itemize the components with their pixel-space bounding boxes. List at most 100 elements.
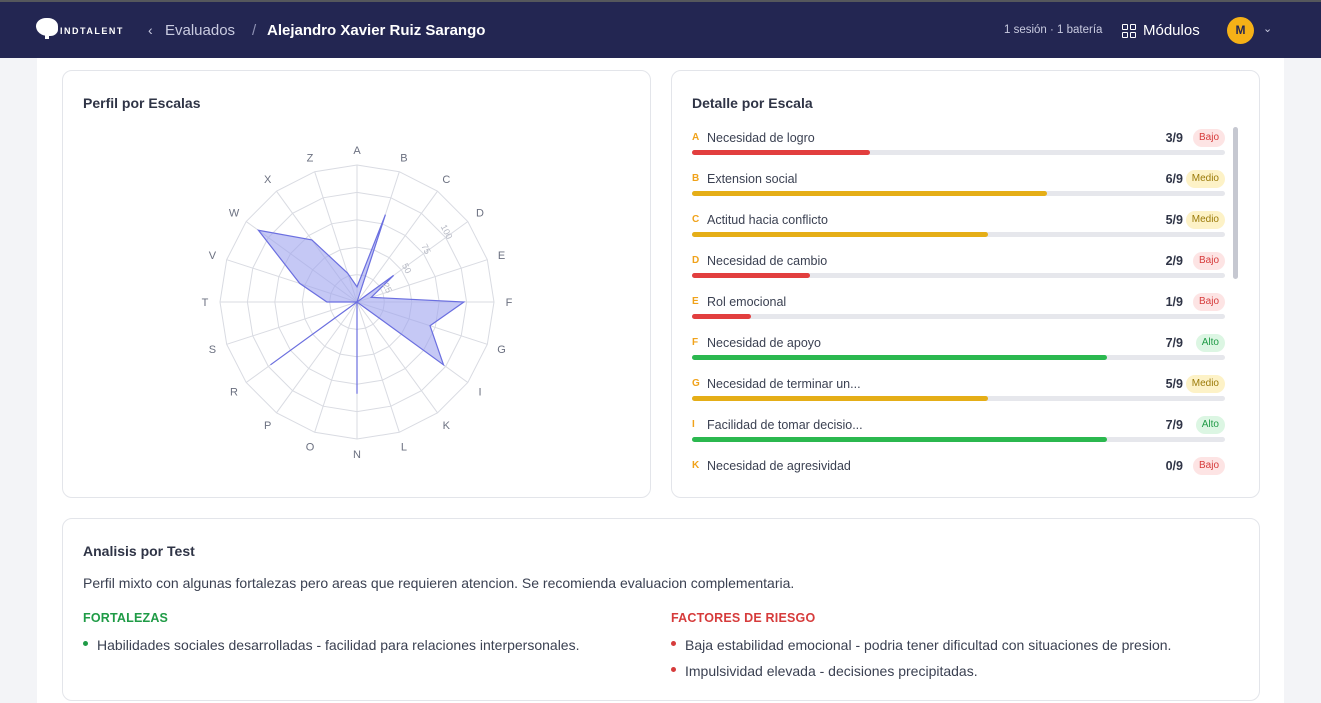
scale-progress-fill	[692, 150, 870, 155]
radar-ring-label-75: 75	[419, 242, 432, 255]
radar-spoke-c	[356, 190, 438, 303]
scale-detail-card: Detalle por Escala A Necesidad de logro 3/…	[671, 70, 1260, 498]
radar-axis-label-k: K	[443, 420, 451, 432]
level-badge: Bajo	[1192, 252, 1225, 270]
scale-progress-track	[692, 355, 1225, 360]
scale-row[interactable]: K Necesidad de agresividad 0/9 Bajo	[692, 457, 1225, 497]
radar-ring-label-100: 100	[439, 223, 455, 241]
modules-button[interactable]: Módulos	[1143, 22, 1200, 39]
scale-score: 7/9	[1165, 336, 1183, 350]
radar-axis-label-c: C	[442, 174, 450, 186]
bullet-dot	[83, 641, 88, 646]
scale-letter: C	[692, 214, 700, 225]
scale-row[interactable]: B Extension social 6/9 Medio	[692, 170, 1225, 214]
radar-ring-label-25: 25	[381, 281, 394, 294]
mindtalent-logo[interactable]: INDTALENT	[36, 18, 124, 39]
analysis-summary: Perfil mixto con algunas fortalezas pero…	[83, 575, 795, 591]
risk-factors-heading: FACTORES DE RIESGO	[671, 611, 816, 625]
scale-row[interactable]: I Facilidad de tomar decisio... 7/9 Alto	[692, 416, 1225, 460]
radar-axis-label-g: G	[497, 344, 506, 356]
scale-progress-fill	[692, 191, 1048, 196]
risk-item: Baja estabilidad emocional - podria tene…	[685, 637, 1172, 653]
strength-item: Habilidades sociales desarrolladas - fac…	[97, 637, 580, 653]
level-badge: Medio	[1185, 375, 1225, 393]
scale-row[interactable]: D Necesidad de cambio 2/9 Bajo	[692, 252, 1225, 296]
scale-row[interactable]: E Rol emocional 1/9 Bajo	[692, 293, 1225, 337]
radar-spoke-s	[226, 301, 358, 345]
scale-row[interactable]: F Necesidad de apoyo 7/9 Alto	[692, 334, 1225, 378]
level-badge: Bajo	[1192, 129, 1225, 147]
scale-score: 5/9	[1165, 377, 1183, 391]
scale-letter: G	[692, 378, 700, 389]
scrollbar-thumb[interactable]	[1233, 127, 1238, 279]
logo-head-icon	[36, 18, 58, 39]
scale-letter: F	[692, 337, 699, 348]
radar-axis-label-v: V	[209, 250, 217, 262]
scale-progress-track	[692, 191, 1225, 196]
level-badge: Alto	[1195, 416, 1225, 434]
test-analysis-title: Analisis por Test	[83, 543, 195, 559]
logo-text: INDTALENT	[60, 26, 124, 36]
level-badge: Bajo	[1192, 293, 1225, 311]
top-navigation-bar: INDTALENT ‹ Evaluados / Alejandro Xavier…	[0, 0, 1321, 58]
scale-progress-track	[692, 150, 1225, 155]
bullet-dot	[671, 667, 676, 672]
scale-name: Necesidad de agresividad	[707, 459, 851, 473]
radar-axis-label-f: F	[506, 297, 513, 309]
scale-progress-track	[692, 232, 1225, 237]
radar-axis-label-r: R	[230, 386, 238, 398]
radar-axis-label-n: N	[353, 449, 361, 461]
radar-axis-label-e: E	[498, 250, 505, 262]
scale-progress-track	[692, 273, 1225, 278]
scale-name: Necesidad de cambio	[707, 254, 828, 268]
radar-axis-label-s: S	[209, 344, 216, 356]
radar-spoke-l	[356, 301, 400, 433]
chevron-down-icon[interactable]: ⌄	[1263, 23, 1273, 35]
scale-score: 3/9	[1165, 131, 1183, 145]
scale-letter: E	[692, 296, 699, 307]
breadcrumb-candidate-name: Alejandro Xavier Ruiz Sarango	[267, 22, 486, 39]
test-analysis-card: Analisis por Test Perfil mixto con algun…	[62, 518, 1260, 701]
radar-axis-label-x: X	[264, 174, 272, 186]
scale-progress-fill	[692, 437, 1107, 442]
scale-detail-title: Detalle por Escala	[692, 95, 813, 111]
scale-name: Facilidad de tomar decisio...	[707, 418, 863, 432]
scale-row[interactable]: C Actitud hacia conflicto 5/9 Medio	[692, 211, 1225, 255]
scale-letter: I	[692, 419, 695, 430]
radar-axis-label-p: P	[264, 420, 271, 432]
radar-spoke-p	[276, 301, 358, 414]
scale-row[interactable]: G Necesidad de terminar un... 5/9 Medio	[692, 375, 1225, 419]
scale-score: 2/9	[1165, 254, 1183, 268]
scale-progress-fill	[692, 273, 811, 278]
level-badge: Alto	[1195, 334, 1225, 352]
scale-name: Necesidad de apoyo	[707, 336, 821, 350]
scale-progress-fill	[692, 314, 752, 319]
radar-axis-label-o: O	[306, 442, 315, 454]
level-badge: Bajo	[1192, 457, 1225, 475]
chevron-left-icon[interactable]: ‹	[148, 22, 153, 38]
radar-axis-label-a: A	[353, 145, 361, 157]
radar-axis-label-d: D	[476, 208, 484, 220]
grid-icon[interactable]	[1122, 24, 1136, 38]
breadcrumb-evaluados-link[interactable]: Evaluados	[165, 22, 236, 39]
window-top-border	[0, 0, 1321, 2]
user-avatar[interactable]: M	[1227, 17, 1254, 44]
bullet-dot	[671, 641, 676, 646]
scale-row[interactable]: A Necesidad de logro 3/9 Bajo	[692, 129, 1225, 173]
radar-data-area	[256, 214, 466, 394]
strengths-heading: FORTALEZAS	[83, 611, 169, 625]
scale-score: 7/9	[1165, 418, 1183, 432]
scale-progress-track	[692, 437, 1225, 442]
scale-name: Necesidad de logro	[707, 131, 815, 145]
scale-progress-fill	[692, 355, 1107, 360]
scale-name: Necesidad de terminar un...	[707, 377, 861, 391]
radar-chart: A B C D E F G I K L N O P R S T V W X Z 25 50 75 100	[202, 145, 513, 461]
scale-letter: D	[692, 255, 700, 266]
scale-score: 1/9	[1165, 295, 1183, 309]
radar-axis-label-b: B	[400, 152, 407, 164]
scale-progress-fill	[692, 232, 989, 237]
scale-score: 0/9	[1165, 459, 1183, 473]
radar-spoke-o	[314, 301, 358, 433]
radar-axis-label-t: T	[202, 297, 209, 309]
radar-axis-label-i: I	[478, 386, 481, 398]
